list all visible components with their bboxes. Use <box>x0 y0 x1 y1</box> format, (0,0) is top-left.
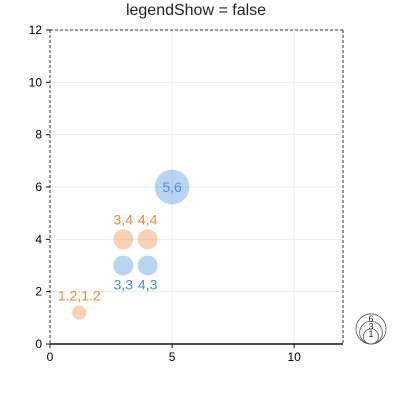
bubble-point <box>137 229 158 250</box>
y-tick-label: 4 <box>35 232 42 246</box>
data-label: 1.2,1.2 <box>58 288 101 304</box>
y-tick-label: 10 <box>29 75 43 89</box>
y-tick-label: 2 <box>35 285 42 299</box>
x-tick-label: 10 <box>287 350 301 364</box>
y-tick-label: 8 <box>35 128 42 142</box>
size-legend-label: 3 <box>368 321 373 331</box>
data-points <box>72 169 190 320</box>
size-legend-label: 1 <box>368 329 373 339</box>
x-tick-label: 5 <box>169 350 176 364</box>
y-tick-label: 12 <box>29 23 43 37</box>
y-tick-label: 6 <box>35 180 42 194</box>
bubble-point <box>113 229 134 250</box>
bubble-point <box>137 255 158 276</box>
y-tick-label: 0 <box>35 337 42 351</box>
gridlines <box>50 29 343 344</box>
data-label: 3,3 <box>114 277 134 293</box>
data-label: 4,3 <box>138 277 158 293</box>
data-label: 4,4 <box>138 211 158 227</box>
bubble-point <box>72 305 87 320</box>
bubble-point <box>113 255 134 276</box>
data-labels: 3,3 4,3 5,6 1.2,1.2 3,4 4,4 <box>58 179 182 304</box>
chart-title: legendShow = false <box>126 2 266 19</box>
size-legend-label: 6 <box>368 314 373 324</box>
axes: 0 5 10 0 2 4 6 8 10 12 <box>29 23 302 364</box>
data-label: 5,6 <box>162 179 182 195</box>
size-legend-circle <box>362 328 380 345</box>
size-legend: 631 <box>355 313 387 345</box>
data-label: 3,4 <box>114 211 134 227</box>
bubble-point <box>154 169 190 205</box>
x-tick-label: 0 <box>47 350 54 364</box>
